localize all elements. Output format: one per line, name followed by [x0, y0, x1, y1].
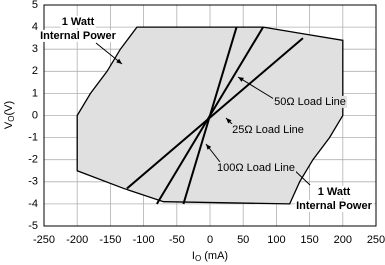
x-tick-label: -100: [133, 234, 155, 246]
annotation-bg: [316, 185, 352, 198]
x-title-sub: O: [195, 254, 201, 263]
x-axis-title: IO (mA): [192, 250, 228, 263]
annotation: 1 Watt: [62, 16, 95, 28]
x-tick-label: 0: [207, 234, 213, 246]
annotation-arrow: [237, 76, 275, 100]
x-tick-label: 200: [334, 234, 352, 246]
y-title-sub: O: [7, 116, 16, 122]
x-tick-label: -200: [66, 234, 88, 246]
arrow-head: [116, 58, 122, 64]
annotation-bg: [295, 199, 374, 212]
y-tick-label: 5: [32, 0, 38, 11]
annotation: 50Ω Load Line: [274, 96, 346, 108]
annotation: 100Ω Load Line: [217, 162, 295, 174]
annotation-bg: [39, 29, 118, 42]
y-tick-label: -3: [28, 176, 38, 188]
annotation-bg: [273, 95, 347, 108]
x-tick-label: 100: [267, 234, 285, 246]
annotation-arrow: [95, 42, 123, 65]
y-tick-label: -5: [28, 220, 38, 232]
annotation-bg: [231, 123, 305, 136]
annotation: 25Ω Load Line: [232, 124, 304, 136]
annotation-bg: [60, 15, 96, 28]
arrow-head: [238, 77, 244, 82]
y-tick-label: 0: [32, 109, 38, 121]
x-title-main: I: [192, 250, 195, 262]
y-tick-label: -2: [28, 154, 38, 166]
arrow-head: [206, 144, 212, 150]
x-tick-label: -50: [169, 234, 185, 246]
y-tick-label: 2: [32, 65, 38, 77]
y-tick-label: 3: [32, 43, 38, 55]
y-tick-label: 4: [32, 21, 38, 33]
y-title-main: V: [3, 121, 15, 129]
x-tick-label: -250: [33, 234, 55, 246]
y-tick-label: -1: [28, 132, 38, 144]
y-tick-label: -4: [28, 198, 38, 210]
annotation: Internal Power: [296, 200, 373, 212]
x-tick-label: 250: [367, 234, 385, 246]
x-tick-label: 150: [300, 234, 318, 246]
annotation-bg: [216, 161, 296, 174]
x-tick-label: 50: [237, 234, 249, 246]
x-tick-label: -150: [99, 234, 121, 246]
y-axis-title: VO(V): [3, 101, 16, 129]
load-line: [156, 26, 264, 205]
arrow-head: [226, 118, 232, 124]
annotation: 1 Watt: [318, 186, 351, 198]
annotation: Internal Power: [40, 30, 117, 42]
y-title-rest: (V): [3, 101, 15, 116]
y-tick-label: 1: [32, 87, 38, 99]
plot-frame: [43, 4, 377, 227]
x-title-rest: (mA): [201, 250, 228, 262]
load-line: [126, 37, 304, 190]
